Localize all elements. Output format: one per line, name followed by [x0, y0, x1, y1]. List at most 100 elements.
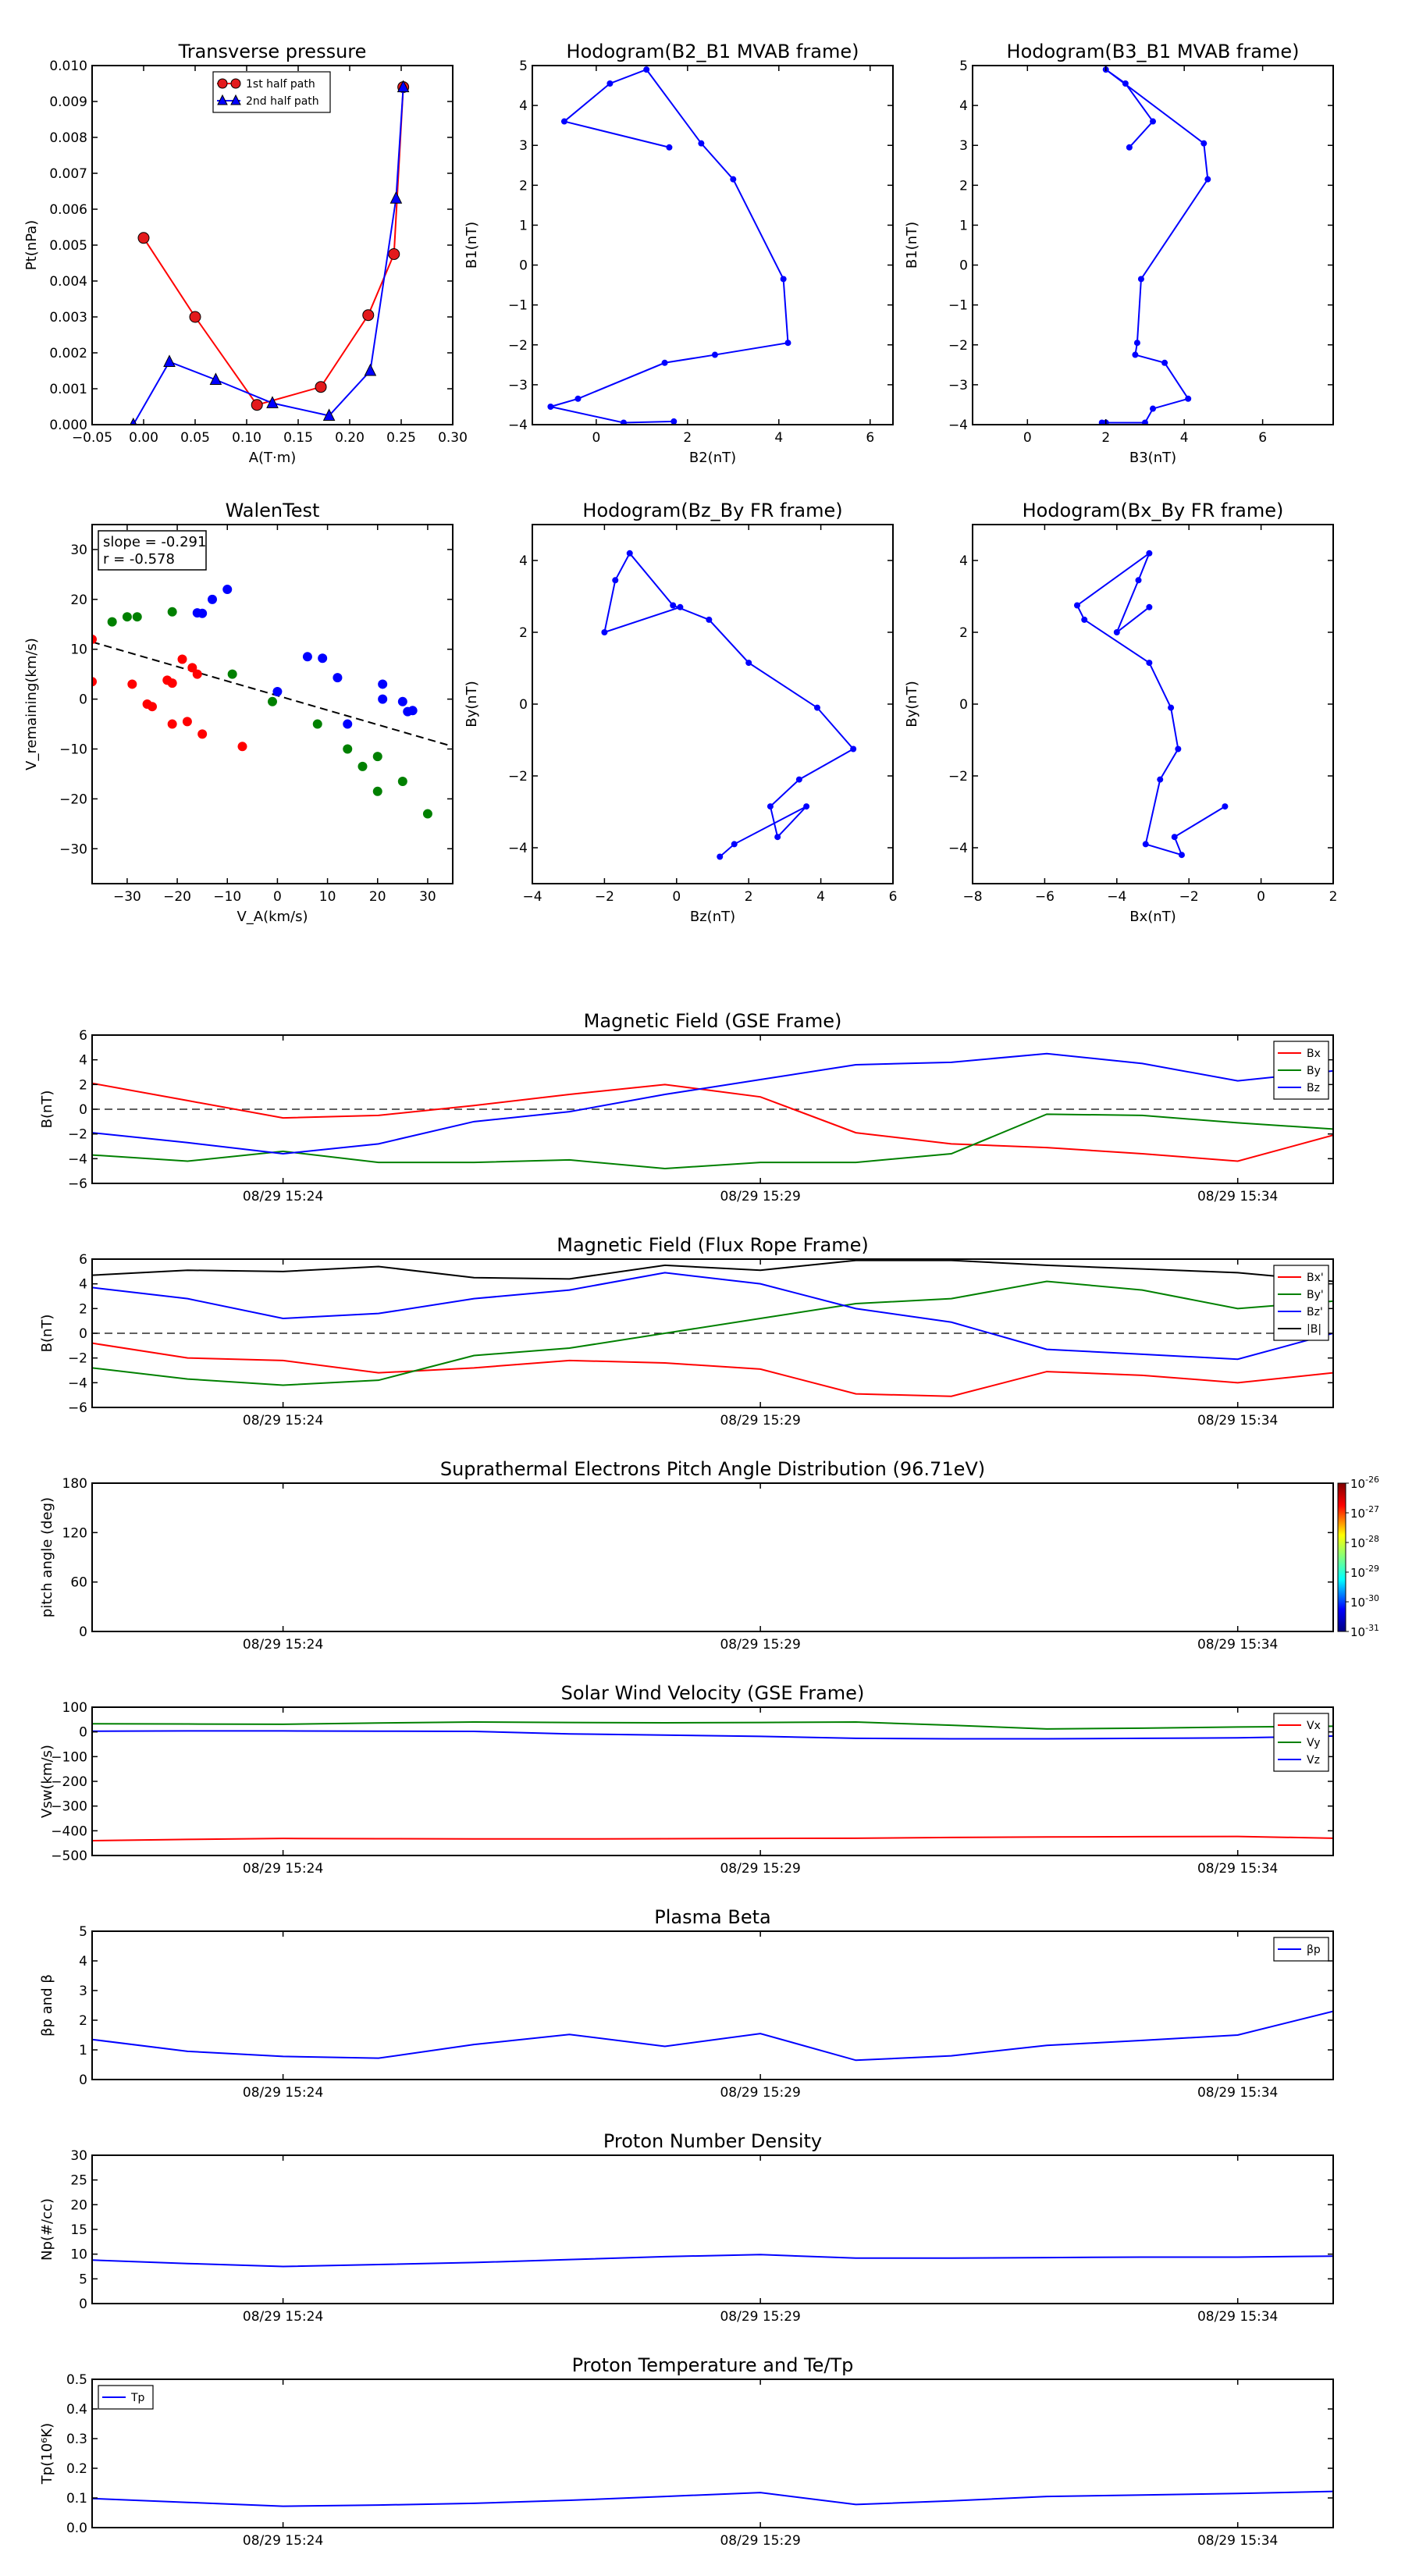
y-axis-label: B(nT): [39, 1315, 55, 1353]
y-tick-label: 1: [519, 218, 528, 233]
data-point: [745, 660, 752, 667]
x-tick-label: 08/29 15:29: [720, 2309, 800, 2325]
x-tick-label: 08/29 15:24: [243, 1637, 323, 1653]
x-tick-label: 0.25: [386, 430, 416, 446]
x-tick-label: 0.20: [335, 430, 365, 446]
y-tick-label: −4: [508, 418, 528, 433]
scatter-point: [167, 678, 177, 688]
x-tick-label: 08/29 15:34: [1197, 1413, 1278, 1429]
colorbar-exponent: -26: [1365, 1475, 1379, 1485]
legend-label: Vy: [1307, 1737, 1321, 1749]
colorbar-base: 10: [1350, 1596, 1365, 1610]
data-point: [1178, 852, 1185, 859]
colorbar-base: 10: [1350, 1625, 1365, 1639]
data-point: [1150, 405, 1156, 412]
series-Bx: [92, 1082, 1333, 1162]
data-point: [1171, 834, 1178, 841]
y-tick-label: 120: [62, 1525, 87, 1541]
y-tick-label: −2: [948, 769, 968, 785]
chart-h31: Hodogram(B3_B1 MVAB frame) 0 2 4 6 −4 −3 −2 −1 0 1…: [904, 41, 1334, 466]
data-point: [698, 140, 705, 147]
scatter-point: [268, 696, 277, 706]
legend-label: By': [1307, 1289, 1324, 1301]
chart-title: Hodogram(Bx_By FR frame): [1023, 500, 1284, 521]
x-tick-label: 08/29 15:24: [243, 2309, 323, 2325]
y-tick-label: −1: [508, 298, 528, 314]
legend-label: Vz: [1307, 1754, 1320, 1767]
series-B: [547, 66, 791, 425]
y-tick-label: 5: [519, 59, 528, 74]
y-tick-label: −4: [68, 1151, 87, 1167]
y-tick-label: 0: [959, 697, 968, 713]
series-line: [92, 1082, 1333, 1162]
x-tick-label: 08/29 15:34: [1197, 1861, 1278, 1877]
y-tick-label: −6: [68, 1400, 87, 1416]
data-point: [774, 834, 781, 841]
x-tick-label: 20: [369, 889, 386, 905]
scatter-point: [333, 673, 343, 683]
y-tick-label: 3: [79, 1984, 87, 1999]
y-tick-label: 20: [70, 2197, 87, 2213]
x-tick-label: 08/29 15:24: [243, 1861, 323, 1877]
data-point: [767, 803, 774, 810]
data-point: [1126, 144, 1133, 151]
series-line: [92, 1272, 1333, 1361]
x-axis-label: B3(nT): [1129, 450, 1176, 466]
y-tick-label: −2: [68, 1127, 87, 1143]
y-tick-label: 0.1: [66, 2491, 87, 2507]
chart-title: Suprathermal Electrons Pitch Angle Distr…: [440, 1458, 985, 1480]
y-tick-label: 5: [959, 59, 968, 74]
data-point: [730, 176, 737, 183]
series-line: [92, 1052, 1333, 1155]
scatter-point: [237, 742, 247, 752]
scatter-point: [272, 687, 283, 697]
chart-vsw: Solar Wind Velocity (GSE Frame) 08/29 15:…: [39, 1682, 1334, 1877]
y-tick-label: 0: [79, 2297, 87, 2312]
y-tick-label: −20: [59, 792, 87, 807]
series-line: [92, 1259, 1333, 1283]
chart-walen: WalenTest −30 −20 −10 0 10 20 30 −30 −20 −10 0 10 20 3…: [23, 500, 454, 925]
colorbar: [1337, 1482, 1346, 1632]
series-line: [92, 1280, 1333, 1386]
series-2nd half path: [130, 80, 410, 425]
legend-label: Bx: [1307, 1048, 1321, 1060]
series-blue: [192, 585, 418, 729]
data-point: [1137, 276, 1144, 283]
data-point: [666, 144, 673, 151]
data-point: [1081, 616, 1088, 623]
y-tick-label: 0: [79, 1102, 87, 1118]
data-point-triangle: [209, 372, 222, 385]
data-point: [612, 577, 619, 584]
y-tick-label: −10: [59, 742, 87, 758]
data-point-triangle: [163, 354, 176, 367]
y-tick-label: 2: [959, 178, 968, 194]
data-point: [1157, 776, 1164, 783]
y-tick-label: 6: [79, 1028, 87, 1044]
x-tick-label: 08/29 15:29: [720, 2533, 800, 2549]
y-axis-label: B1(nT): [464, 222, 480, 269]
y-tick-label: 0.003: [49, 310, 87, 326]
series-line: [92, 1720, 1333, 1730]
y-tick-label: −1: [948, 298, 968, 314]
annotation-text: r = -0.578: [103, 551, 175, 568]
data-point-triangle: [389, 191, 403, 204]
y-tick-label: 2: [79, 1301, 87, 1317]
scatter-point: [197, 729, 208, 739]
scatter-point: [182, 717, 192, 727]
chart-hzy: Hodogram(Bz_By FR frame) −4 −2 0 2 4 6 −4 −2 0 2 4 B…: [464, 500, 897, 925]
y-tick-label: 0.006: [49, 202, 87, 218]
y-tick-label: 4: [79, 1277, 87, 1293]
series-By': [92, 1280, 1333, 1386]
series-Np: [92, 2254, 1333, 2268]
data-point: [1132, 351, 1139, 358]
y-tick-label: 0: [519, 258, 528, 274]
scatter-point: [148, 702, 157, 712]
y-tick-label: 15: [70, 2222, 87, 2238]
y-tick-label: 0.3: [66, 2432, 87, 2447]
chart-tp2: Proton Temperature and Te/Tp 08/29 15:24 0…: [39, 2354, 1334, 2549]
scatter-point: [302, 652, 312, 662]
x-tick-label: 6: [889, 889, 898, 905]
data-point: [1146, 660, 1153, 667]
series-B: [601, 550, 857, 860]
